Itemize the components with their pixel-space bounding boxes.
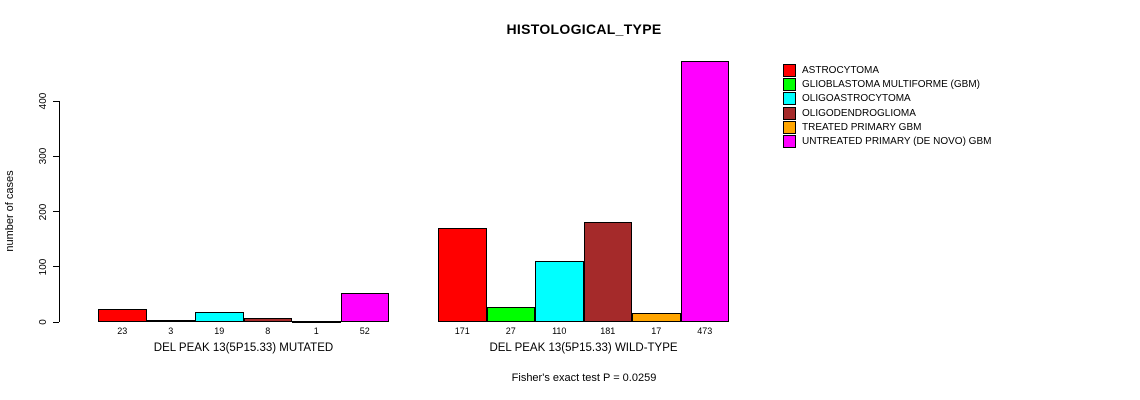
- y-tick-label: 200: [38, 203, 49, 220]
- legend-item: TREATED PRIMARY GBM: [783, 120, 922, 134]
- bar-untreated-primary-de-novo-gbm: [680, 61, 729, 322]
- bar-oligodendroglioma: [583, 222, 632, 322]
- group-label: DEL PEAK 13(5P15.33) WILD-TYPE: [489, 342, 678, 354]
- footnote: Fisher's exact test P = 0.0259: [511, 372, 657, 384]
- bar-value-label: 23: [117, 326, 128, 336]
- y-tick-label: 0: [38, 319, 49, 325]
- bar-value-label: 110: [552, 326, 567, 336]
- bar-glioblastoma-multiforme-gbm-: [486, 307, 535, 322]
- legend-item: OLIGODENDROGLIOMA: [783, 106, 916, 120]
- bar-value-label: 171: [454, 326, 470, 336]
- y-tick-label: 100: [38, 258, 49, 276]
- chart-title: HISTOLOGICAL_TYPE: [506, 21, 662, 37]
- legend-label: TREATED PRIMARY GBM: [802, 121, 922, 133]
- legend-label: UNTREATED PRIMARY (DE NOVO) GBM: [802, 136, 992, 148]
- legend-swatch: [783, 77, 796, 91]
- legend-item: GLIOBLASTOMA MULTIFORME (GBM): [783, 77, 980, 91]
- legend-swatch: [783, 120, 796, 134]
- bar-glioblastoma-multiforme-gbm-: [146, 320, 195, 322]
- bar-value-label: 17: [651, 326, 662, 336]
- y-tick-label: 300: [38, 147, 49, 165]
- bar-treated-primary-gbm: [292, 321, 341, 323]
- legend-item: OLIGOASTROCYTOMA: [783, 92, 911, 106]
- legend-swatch: [783, 92, 796, 106]
- legend-swatch: [783, 106, 796, 120]
- bar-value-label: 8: [265, 326, 271, 336]
- bar-value-label: 19: [214, 326, 225, 336]
- legend-label: OLIGODENDROGLIOMA: [802, 107, 916, 119]
- bar-value-label: 27: [505, 326, 516, 336]
- bar-value-label: 52: [359, 326, 370, 336]
- bar-untreated-primary-de-novo-gbm: [340, 293, 389, 322]
- group-label: DEL PEAK 13(5P15.33) MUTATED: [153, 342, 334, 354]
- y-tick-mark: [53, 155, 59, 157]
- y-tick-mark: [53, 100, 59, 102]
- legend-label: GLIOBLASTOMA MULTIFORME (GBM): [802, 78, 980, 90]
- y-tick-mark: [53, 266, 59, 268]
- y-tick-mark: [53, 321, 59, 323]
- y-axis-line: [59, 101, 60, 322]
- legend-item: ASTROCYTOMA: [783, 63, 880, 77]
- bar-oligodendroglioma: [243, 318, 292, 322]
- y-axis-label: number of cases: [4, 170, 16, 252]
- bar-oligoastrocytoma: [535, 261, 584, 322]
- legend-item: UNTREATED PRIMARY (DE NOVO) GBM: [783, 135, 992, 149]
- bar-value-label: 3: [168, 326, 174, 336]
- bar-astrocytoma: [438, 228, 487, 322]
- y-tick-mark: [53, 211, 59, 212]
- bar-value-label: 1: [313, 326, 319, 336]
- legend-label: ASTROCYTOMA: [802, 64, 880, 76]
- bar-value-label: 473: [697, 326, 713, 336]
- bar-astrocytoma: [98, 309, 147, 322]
- bar-oligoastrocytoma: [195, 312, 244, 322]
- bar-value-label: 181: [600, 326, 616, 336]
- legend-label: OLIGOASTROCYTOMA: [802, 93, 911, 105]
- legend-swatch: [783, 63, 796, 77]
- legend-swatch: [783, 135, 796, 149]
- bar-treated-primary-gbm: [632, 313, 681, 322]
- y-tick-label: 400: [38, 92, 49, 110]
